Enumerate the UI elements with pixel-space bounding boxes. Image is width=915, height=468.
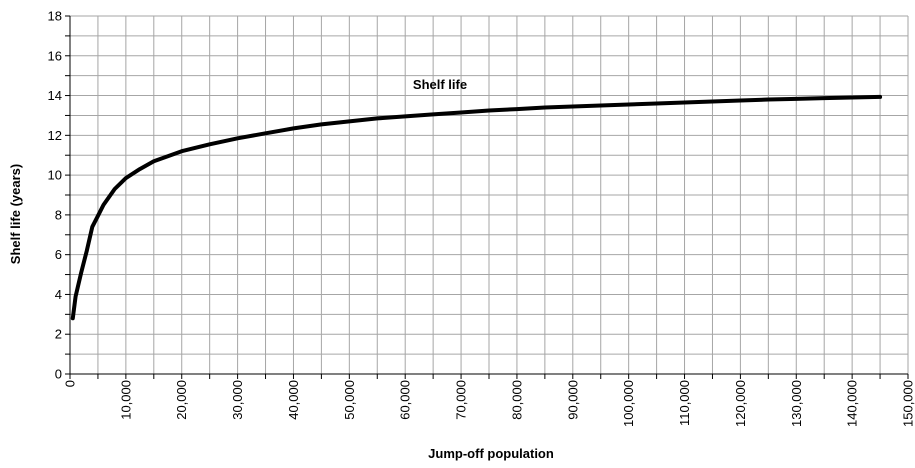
x-tick-label: 0	[63, 380, 78, 387]
y-tick-label: 2	[55, 327, 62, 342]
x-tick-label: 110,000	[677, 380, 692, 426]
y-tick-label: 16	[48, 48, 62, 63]
x-tick-label: 100,000	[621, 380, 636, 427]
x-tick-label: 60,000	[398, 380, 413, 420]
series-line-shelf-life	[73, 97, 880, 318]
x-tick-label: 140,000	[845, 380, 860, 427]
x-tick-label: 10,000	[118, 380, 133, 420]
y-tick-labels: 0 2 4 6 8 10 12 14 16 18	[48, 9, 62, 382]
y-tick-label: 18	[48, 9, 62, 24]
y-tick-label: 10	[48, 168, 62, 183]
x-tick-label: 80,000	[509, 380, 524, 420]
y-tick-label: 6	[55, 247, 62, 262]
x-tick-label: 70,000	[454, 380, 469, 420]
x-tick-label: 20,000	[174, 380, 189, 420]
y-axis-title: Shelf life (years)	[8, 164, 23, 264]
y-tick-label: 14	[48, 88, 62, 103]
y-tick-label: 4	[55, 287, 62, 302]
x-axis-title: Jump-off population	[428, 446, 554, 461]
axes	[65, 16, 908, 379]
x-tick-label: 120,000	[733, 380, 748, 427]
series	[73, 97, 880, 318]
x-tick-label: 50,000	[342, 380, 357, 420]
x-tick-label: 90,000	[565, 380, 580, 420]
x-tick-label: 150,000	[901, 380, 915, 427]
x-tick-labels: 0 10,000 20,000 30,000 40,000 50,000 60,000 70,…	[63, 380, 915, 427]
x-tick-label: 30,000	[230, 380, 245, 420]
y-tick-label: 12	[48, 128, 62, 143]
grid	[70, 16, 908, 374]
y-tick-label: 0	[55, 367, 62, 382]
x-tick-label: 40,000	[286, 380, 301, 420]
y-tick-label: 8	[55, 207, 62, 222]
series-label: Shelf life	[413, 77, 467, 92]
x-tick-label: 130,000	[789, 380, 804, 427]
